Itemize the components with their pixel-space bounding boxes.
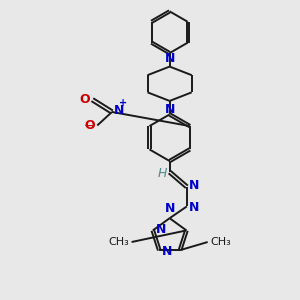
Text: N: N bbox=[114, 104, 124, 118]
Text: N: N bbox=[164, 52, 175, 64]
Text: O: O bbox=[80, 93, 90, 106]
Text: +: + bbox=[119, 98, 127, 108]
Text: N: N bbox=[164, 202, 175, 214]
Text: O: O bbox=[85, 119, 95, 132]
Text: H: H bbox=[158, 167, 167, 180]
Text: N: N bbox=[164, 103, 175, 116]
Text: N: N bbox=[189, 201, 199, 214]
Text: CH₃: CH₃ bbox=[108, 237, 129, 247]
Text: N: N bbox=[189, 179, 199, 192]
Text: −: − bbox=[84, 119, 94, 133]
Text: N: N bbox=[162, 245, 172, 258]
Text: CH₃: CH₃ bbox=[210, 237, 231, 247]
Text: N: N bbox=[156, 223, 166, 236]
